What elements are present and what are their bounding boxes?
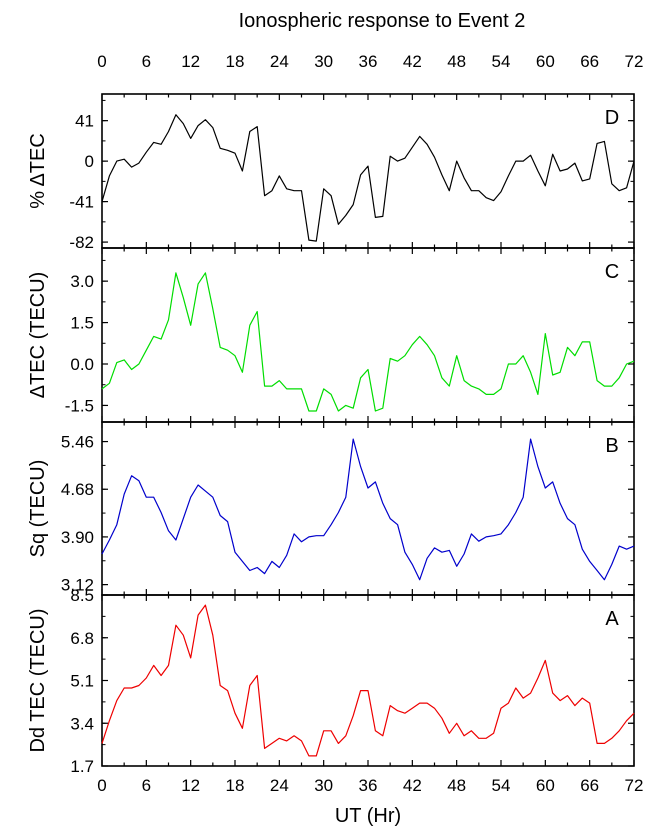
top-x-tick-label: 60 bbox=[536, 52, 555, 71]
top-x-tick-label: 24 bbox=[270, 52, 289, 71]
series-line-d bbox=[101, 114, 635, 242]
panel-frame bbox=[101, 247, 635, 423]
y-axis-label: Sq (TECU) bbox=[27, 460, 49, 558]
y-axis-label: % ΔTEC bbox=[27, 133, 49, 209]
chart-panels: 41 0 -41 -82 % ΔTEC D 3.0 1.5 0.0 -1.5 ΔTEC (TECU)… bbox=[27, 93, 635, 776]
top-x-tick-label: 12 bbox=[181, 52, 200, 71]
y-tick-label: 3.4 bbox=[70, 714, 94, 733]
panel-letter: B bbox=[605, 435, 618, 457]
y-tick-label: -41 bbox=[69, 193, 94, 212]
y-tick-label: 8.5 bbox=[70, 586, 94, 605]
y-tick-label: 5.1 bbox=[70, 672, 94, 691]
top-x-tick-label: 0 bbox=[97, 52, 106, 71]
y-tick-label: 0 bbox=[85, 152, 94, 171]
y-tick-label: -82 bbox=[69, 233, 94, 252]
series-line-b bbox=[101, 438, 635, 581]
panel-frame bbox=[101, 421, 635, 596]
x-tick-label: 0 bbox=[97, 776, 106, 795]
y-tick-label: 1.5 bbox=[70, 314, 94, 333]
y-tick-label: 3.12 bbox=[61, 576, 94, 595]
x-tick-label: 30 bbox=[314, 776, 333, 795]
y-tick-label: 6.8 bbox=[70, 629, 94, 648]
panel-letter: C bbox=[605, 261, 619, 283]
top-x-tick-label: 6 bbox=[142, 52, 151, 71]
panel-c: 3.0 1.5 0.0 -1.5 ΔTEC (TECU) C bbox=[27, 247, 635, 423]
y-tick-label: 41 bbox=[75, 112, 94, 131]
x-tick-label: 36 bbox=[359, 776, 378, 795]
x-tick-label: 18 bbox=[226, 776, 245, 795]
y-axis-label: Dd TEC (TECU) bbox=[27, 608, 49, 752]
x-tick-label: 72 bbox=[625, 776, 644, 795]
top-x-tick-label: 54 bbox=[492, 52, 511, 71]
x-tick-label: 48 bbox=[447, 776, 466, 795]
top-x-tick-label: 36 bbox=[359, 52, 378, 71]
y-tick-label: 1.7 bbox=[70, 757, 94, 776]
panel-b: 5.46 4.68 3.90 3.12 Sq (TECU) B bbox=[27, 421, 635, 596]
top-x-tick-label: 30 bbox=[314, 52, 333, 71]
x-tick-label: 6 bbox=[142, 776, 151, 795]
y-tick-label: 3.0 bbox=[70, 272, 94, 291]
y-axis-label: ΔTEC (TECU) bbox=[27, 272, 49, 399]
y-tick-label: 3.90 bbox=[61, 528, 94, 547]
top-x-tick-label: 42 bbox=[403, 52, 422, 71]
x-tick-label: 42 bbox=[403, 776, 422, 795]
panel-letter: A bbox=[605, 608, 619, 630]
x-tick-label: 66 bbox=[580, 776, 599, 795]
x-tick-label: 12 bbox=[181, 776, 200, 795]
panel-a: 8.5 6.8 5.1 3.4 1.7 Dd TEC (TECU) A bbox=[27, 586, 635, 776]
y-tick-label: 4.68 bbox=[61, 480, 94, 499]
top-x-tick-label: 72 bbox=[625, 52, 644, 71]
y-tick-label: 0.0 bbox=[70, 355, 94, 374]
top-x-tick-label: 48 bbox=[447, 52, 466, 71]
x-tick-label: 24 bbox=[270, 776, 289, 795]
panel-d: 41 0 -41 -82 % ΔTEC D bbox=[27, 93, 635, 252]
x-tick-label: 60 bbox=[536, 776, 555, 795]
series-line-a bbox=[101, 604, 635, 757]
panel-letter: D bbox=[605, 107, 619, 129]
chart-title: Ionospheric response to Event 2 bbox=[239, 10, 526, 32]
x-axis-label: UT (Hr) bbox=[335, 805, 401, 827]
x-tick-label: 54 bbox=[492, 776, 511, 795]
top-x-tick-label: 18 bbox=[226, 52, 245, 71]
top-x-axis: 0 6 12 18 24 30 36 42 48 54 60 66 72 bbox=[97, 52, 643, 71]
panel-frame bbox=[101, 93, 635, 249]
y-tick-label: 5.46 bbox=[61, 433, 94, 452]
panel-frame bbox=[101, 594, 635, 767]
top-x-tick-label: 66 bbox=[580, 52, 599, 71]
y-tick-label: -1.5 bbox=[65, 396, 94, 415]
series-line-c bbox=[101, 272, 635, 412]
bottom-x-axis: 0 6 12 18 24 30 36 42 48 54 60 66 72 bbox=[97, 776, 643, 795]
